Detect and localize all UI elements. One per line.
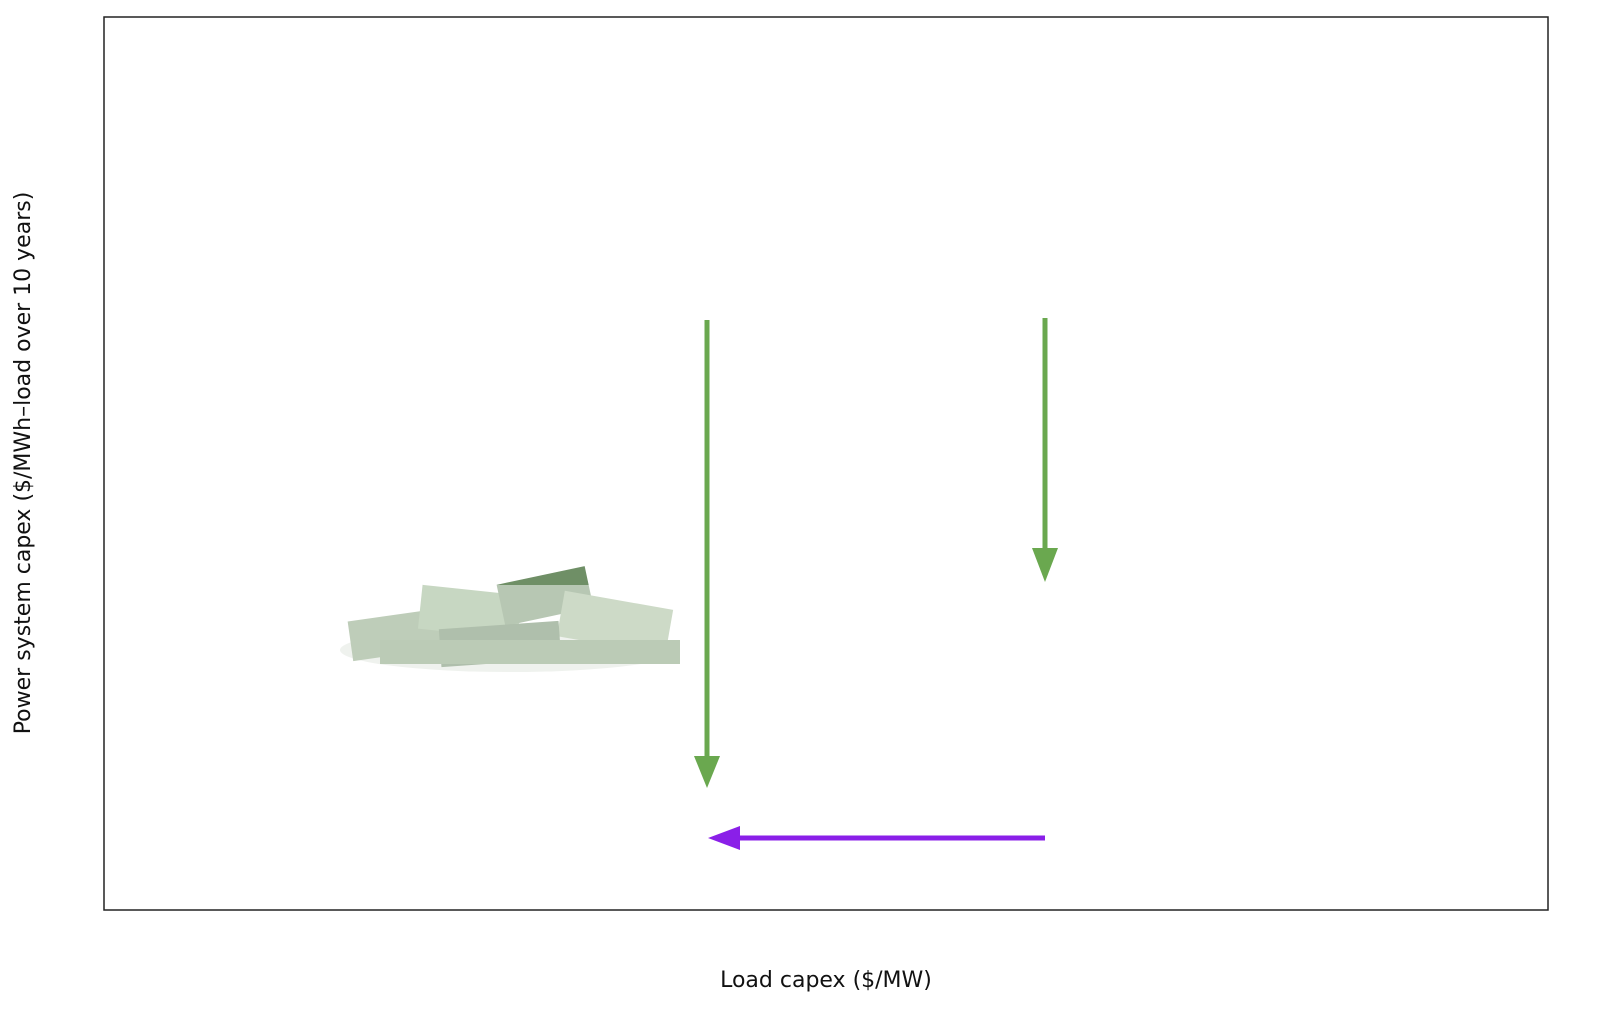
arrow-head: [708, 826, 740, 850]
fade-overlay: [105, 585, 925, 835]
arrow-head: [1032, 548, 1058, 582]
plot-frame: [103, 16, 1549, 911]
y-axis-label: Power system capex ($/MWh–load over 10 y…: [11, 192, 36, 735]
arrows: [694, 318, 1058, 850]
arrow-head: [694, 756, 720, 788]
x-axis-label: Load capex ($/MW): [720, 968, 932, 993]
